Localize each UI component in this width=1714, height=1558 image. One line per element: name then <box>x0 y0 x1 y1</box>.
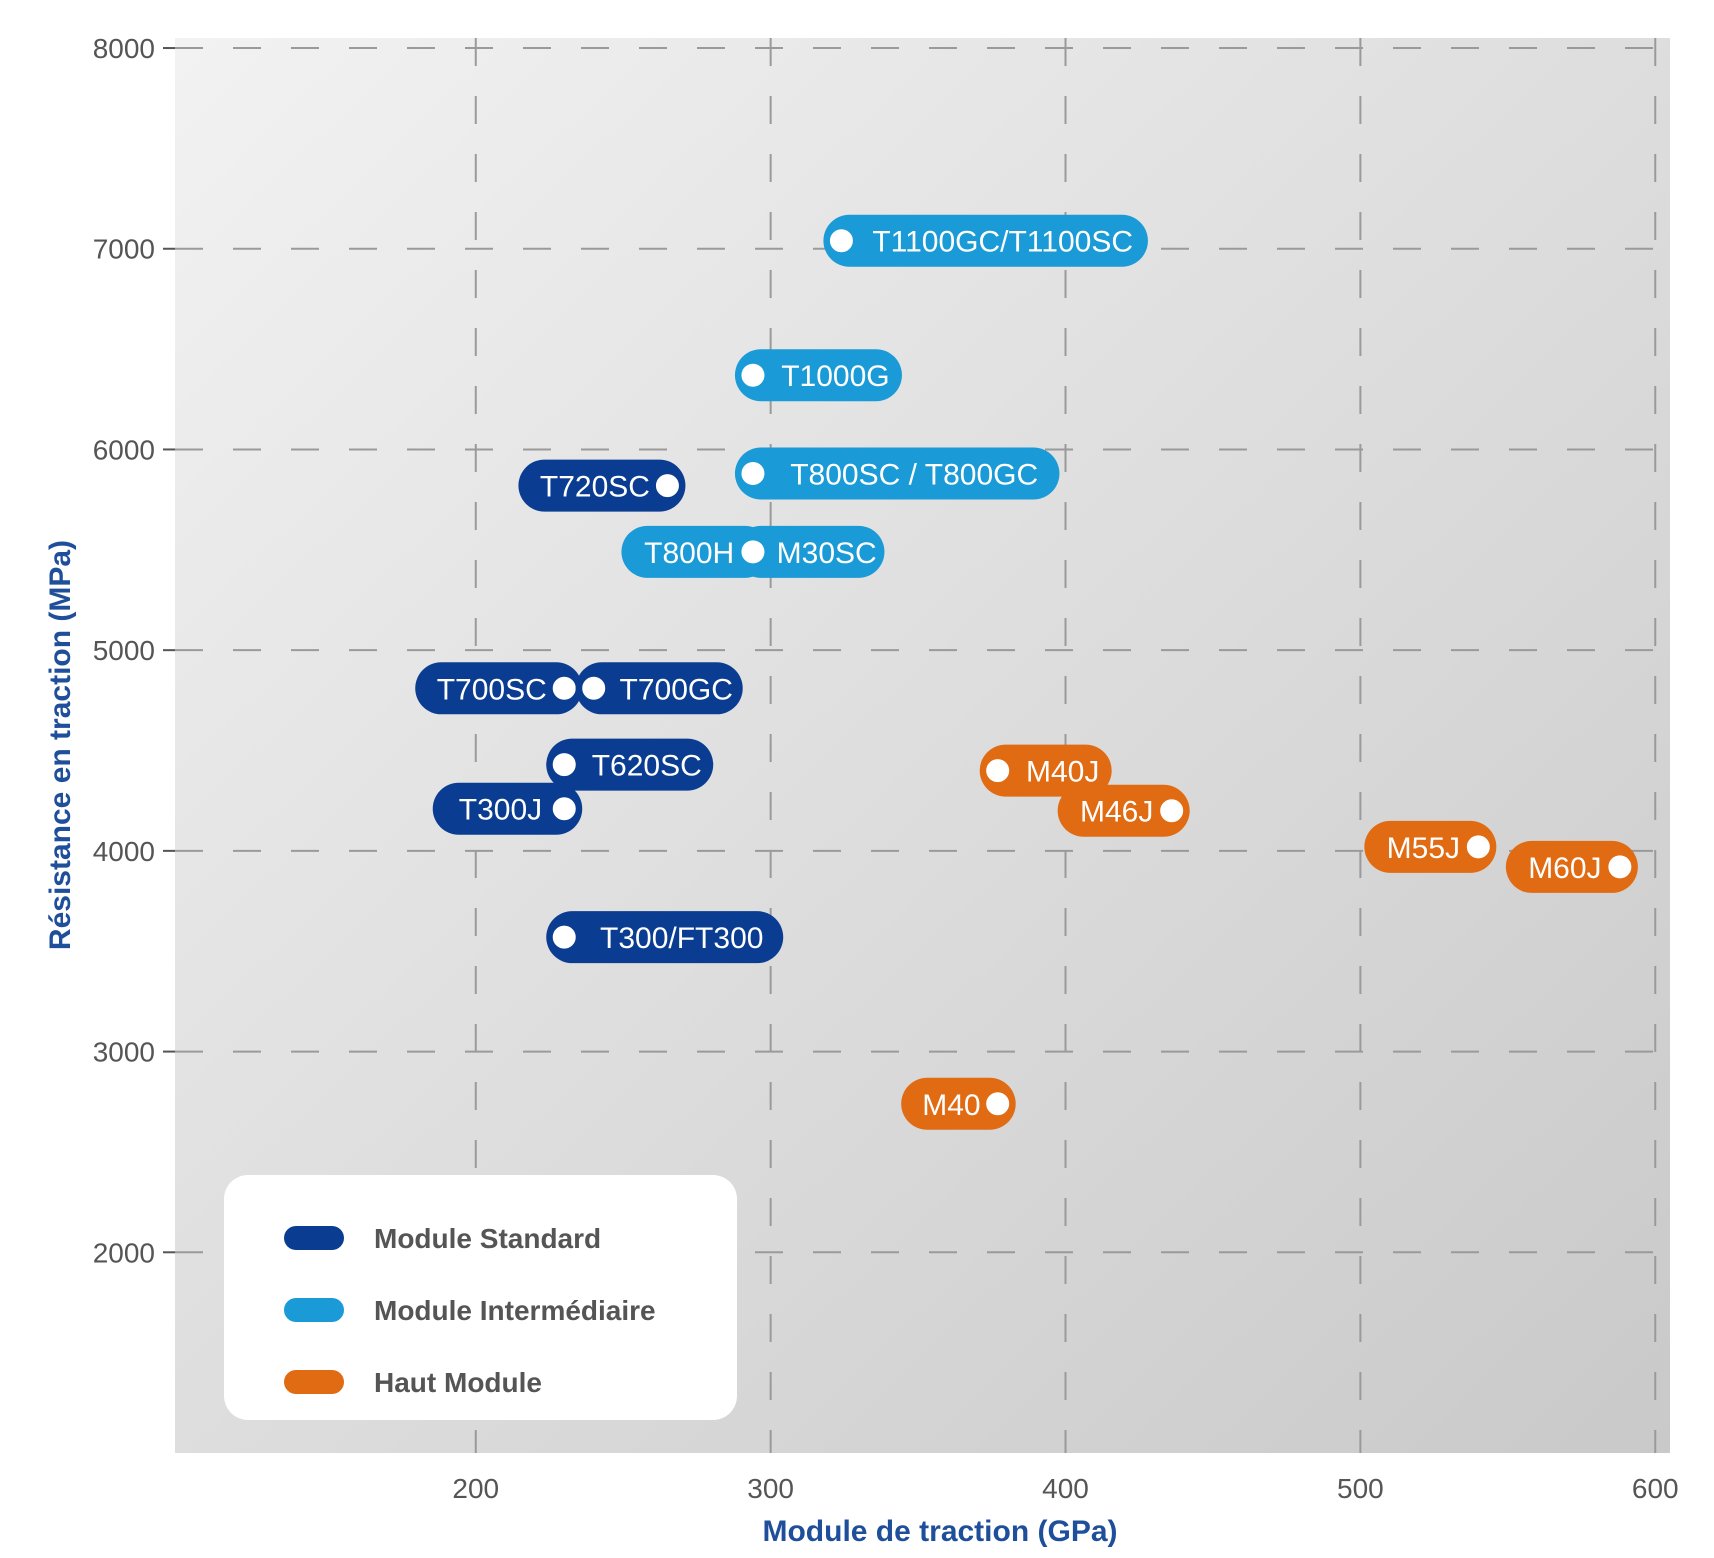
y-axis-title: Résistance en traction (MPa) <box>44 540 77 950</box>
data-point: T1000G <box>734 349 902 402</box>
point-pill <box>621 525 771 578</box>
point-marker <box>736 535 770 569</box>
legend-label: Module Standard <box>374 1223 601 1254</box>
y-tick-label: 3000 <box>93 1037 155 1068</box>
y-tick-label: 4000 <box>93 836 155 867</box>
y-tick-label: 5000 <box>93 635 155 666</box>
data-point: T620SC <box>546 738 714 791</box>
data-point: M60J <box>1505 840 1638 893</box>
point-pill <box>734 525 885 578</box>
point-pill <box>823 214 1148 267</box>
data-point: M40 <box>901 1077 1016 1130</box>
point-label: M60J <box>1528 852 1601 885</box>
point-pill <box>1057 784 1190 837</box>
point-label: T700SC <box>437 673 547 706</box>
y-tick-label: 7000 <box>93 234 155 265</box>
legend-label: Haut Module <box>374 1367 542 1398</box>
data-point: M40J <box>979 744 1112 797</box>
point-marker <box>981 754 1015 788</box>
legend-swatch <box>284 1298 344 1322</box>
data-point: T700GC <box>575 662 743 715</box>
point-pill <box>901 1077 1016 1130</box>
point-pill <box>1505 840 1638 893</box>
point-pill <box>1364 820 1497 873</box>
x-tick-label: 400 <box>1042 1473 1089 1504</box>
x-tick-label: 600 <box>1632 1473 1679 1504</box>
legend-item: Module Standard <box>284 1223 601 1254</box>
point-marker <box>824 224 858 258</box>
y-tick-label: 2000 <box>93 1237 155 1268</box>
legend-item: Haut Module <box>284 1367 542 1398</box>
point-pill <box>546 738 714 791</box>
point-marker <box>736 457 770 491</box>
point-label: M30SC <box>777 537 877 570</box>
y-tick-label: 8000 <box>93 33 155 64</box>
data-point: M30SC <box>734 525 885 578</box>
point-marker <box>577 671 611 705</box>
x-axis-title: Module de traction (GPa) <box>762 1515 1117 1548</box>
point-label: T720SC <box>540 471 650 504</box>
data-point: T300J <box>432 782 583 835</box>
point-label: M55J <box>1387 832 1460 865</box>
data-point: T800SC / T800GC <box>734 447 1060 500</box>
point-marker <box>1155 794 1189 828</box>
point-pill <box>979 744 1112 797</box>
point-label: T800H <box>644 537 734 570</box>
point-pill <box>415 662 583 715</box>
legend-swatch <box>284 1226 344 1250</box>
point-pill <box>575 662 743 715</box>
point-marker <box>547 671 581 705</box>
legend-label: Module Intermédiaire <box>374 1295 656 1326</box>
point-marker <box>1603 850 1637 884</box>
data-point: M46J <box>1057 784 1190 837</box>
x-axis-ticks: 200 300 400 500 600 <box>452 1473 1678 1504</box>
point-marker <box>736 358 770 392</box>
point-label: M40 <box>922 1089 980 1122</box>
point-pill <box>734 447 1060 500</box>
y-tick-label: 6000 <box>93 434 155 465</box>
data-point: T720SC <box>518 459 686 512</box>
data-point: T1100GC/T1100SC <box>823 214 1148 267</box>
data-point: M55J <box>1364 820 1497 873</box>
x-tick-label: 300 <box>747 1473 794 1504</box>
point-pill <box>432 782 583 835</box>
point-label: T1100GC/T1100SC <box>872 226 1133 259</box>
point-marker <box>547 748 581 782</box>
x-tick-label: 500 <box>1337 1473 1384 1504</box>
data-points: T720SC T700SC T700GC T620SC T300J T300/FT300 T… <box>415 214 1638 1130</box>
point-marker <box>650 469 684 503</box>
legend-item: Module Intermédiaire <box>284 1295 656 1326</box>
y-axis-ticks: 2000 3000 4000 5000 6000 7000 8000 <box>93 33 175 1268</box>
legend: Module Standard Module Intermédiaire Haut … <box>224 1175 737 1420</box>
point-marker <box>547 920 581 954</box>
point-marker <box>981 1087 1015 1121</box>
data-point: T700SC <box>415 662 583 715</box>
legend-box <box>224 1175 737 1420</box>
point-label: T620SC <box>592 750 702 783</box>
point-label: T800SC / T800GC <box>790 459 1038 492</box>
point-marker <box>547 792 581 826</box>
point-pill <box>518 459 686 512</box>
point-label: M46J <box>1080 796 1153 829</box>
legend-swatch <box>284 1370 344 1394</box>
point-pill <box>734 349 902 402</box>
point-label: M40J <box>1026 756 1099 789</box>
point-marker <box>1461 830 1495 864</box>
point-label: T700GC <box>620 673 733 706</box>
point-pill <box>546 911 784 964</box>
point-label: T1000G <box>781 360 889 393</box>
x-tick-label: 200 <box>452 1473 499 1504</box>
point-label: T300J <box>459 794 542 827</box>
data-point: T300/FT300 <box>546 911 784 964</box>
point-label: T300/FT300 <box>600 922 763 955</box>
